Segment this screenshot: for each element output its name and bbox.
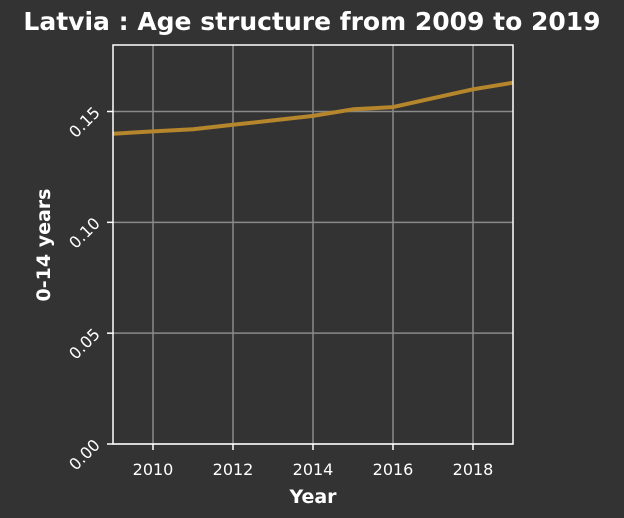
grid bbox=[113, 45, 513, 445]
axes: 2010 2012 2014 2016 2018 0.00 0.05 0.10 0.15 bbox=[65, 103, 493, 479]
x-tick-label: 2012 bbox=[213, 460, 254, 479]
x-tick-label: 2014 bbox=[293, 460, 334, 479]
series-line bbox=[112, 80, 514, 136]
x-tick-label: 2016 bbox=[373, 460, 414, 479]
x-tick-label: 2010 bbox=[133, 460, 174, 479]
chart-title: Latvia : Age structure from 2009 to 2019 bbox=[23, 7, 600, 36]
x-axis-label: Year bbox=[288, 486, 337, 508]
y-tick-label: 0.10 bbox=[65, 214, 104, 253]
y-tick-label: 0.00 bbox=[65, 435, 104, 474]
y-tick-label: 0.15 bbox=[65, 103, 104, 142]
series-group bbox=[112, 80, 514, 136]
x-tick-label: 2018 bbox=[453, 460, 494, 479]
y-axis-label: 0-14 years bbox=[33, 189, 55, 302]
y-tick-label: 0.05 bbox=[65, 325, 104, 364]
